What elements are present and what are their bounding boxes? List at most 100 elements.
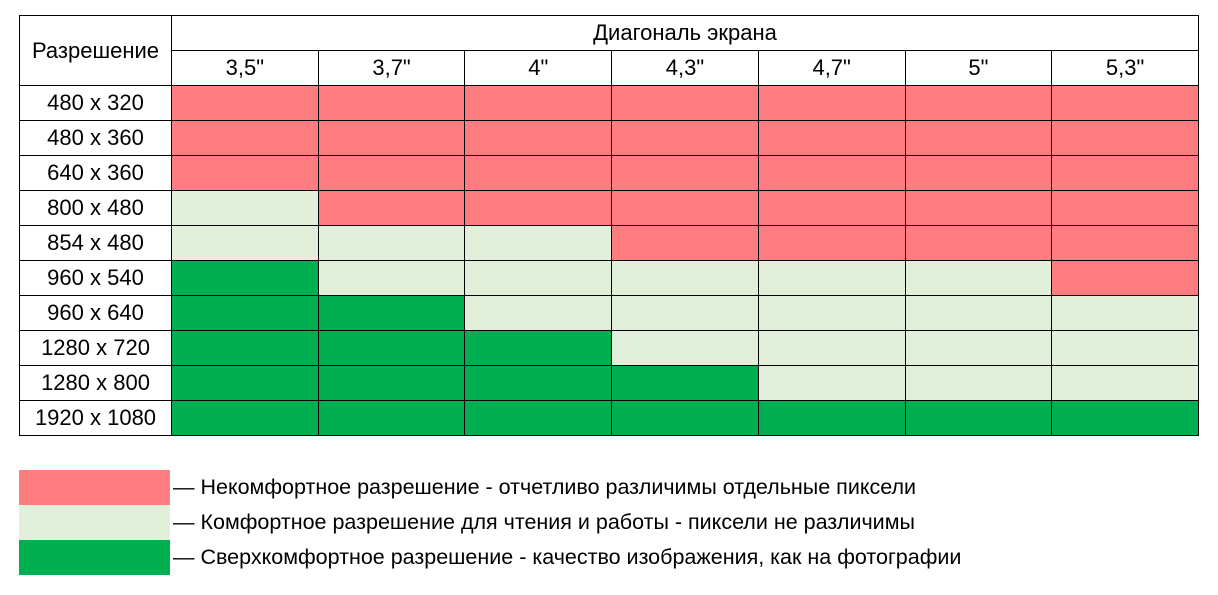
table-row: 1280 x 800 xyxy=(19,365,1199,401)
rating-cell xyxy=(611,85,759,121)
rating-cell xyxy=(317,330,466,366)
rating-cell xyxy=(317,260,466,296)
rating-cell xyxy=(611,190,759,226)
table-row: 1920 x 1080 xyxy=(19,400,1199,436)
rating-cell xyxy=(464,330,613,366)
rating-cell xyxy=(464,295,613,331)
rating-cell xyxy=(904,295,1053,331)
rating-cell xyxy=(1051,260,1199,296)
rating-cell xyxy=(904,225,1053,261)
resolution-label: 1280 x 800 xyxy=(19,365,172,401)
rating-cell xyxy=(1051,330,1199,366)
table-row: 960 x 640 xyxy=(19,295,1199,331)
resolution-diagonal-table: Разрешение Диагональ экрана 3,5" 3,7" 4" 4,… xyxy=(19,15,1199,436)
rating-cell xyxy=(171,295,319,331)
rating-cell xyxy=(171,190,319,226)
rating-cell xyxy=(464,400,613,436)
legend-swatch xyxy=(19,505,170,540)
rating-cell xyxy=(904,260,1053,296)
rating-cell xyxy=(317,120,466,156)
rating-cell xyxy=(317,295,466,331)
table-row: 1280 x 720 xyxy=(19,330,1199,366)
resolution-label: 480 x 360 xyxy=(19,120,172,156)
resolution-label: 800 x 480 xyxy=(19,190,172,226)
rating-cell xyxy=(757,120,906,156)
rating-cell xyxy=(1051,155,1199,191)
row-header-cell: Разрешение xyxy=(19,15,172,86)
rating-cell xyxy=(1051,120,1199,156)
table-row: 800 x 480 xyxy=(19,190,1199,226)
rating-cell xyxy=(317,155,466,191)
rating-cell xyxy=(757,225,906,261)
legend-item: — Комфортное разрешение для чтения и раб… xyxy=(19,505,1218,540)
rating-cell xyxy=(317,365,466,401)
rating-cell xyxy=(904,330,1053,366)
column-header: 5" xyxy=(904,50,1053,86)
rating-cell xyxy=(171,225,319,261)
table-row: 640 x 360 xyxy=(19,155,1199,191)
resolution-label: 1920 x 1080 xyxy=(19,400,172,436)
rating-cell xyxy=(171,365,319,401)
rating-cell xyxy=(611,225,759,261)
rating-cell xyxy=(171,330,319,366)
rating-cell xyxy=(1051,295,1199,331)
rating-cell xyxy=(611,330,759,366)
rating-cell xyxy=(171,400,319,436)
column-header: 4,7" xyxy=(757,50,906,86)
rating-cell xyxy=(757,85,906,121)
rating-cell xyxy=(464,260,613,296)
column-header: 4" xyxy=(464,50,613,86)
rating-cell xyxy=(1051,225,1199,261)
rating-cell xyxy=(464,155,613,191)
rating-cell xyxy=(904,190,1053,226)
rating-cell xyxy=(611,155,759,191)
resolution-label: 480 x 320 xyxy=(19,85,172,121)
resolution-label: 854 x 480 xyxy=(19,225,172,261)
table-row: 854 x 480 xyxy=(19,225,1199,261)
rating-cell xyxy=(904,400,1053,436)
resolution-label: 1280 x 720 xyxy=(19,330,172,366)
resolution-label: 640 x 360 xyxy=(19,155,172,191)
rating-cell xyxy=(464,225,613,261)
rating-cell xyxy=(317,85,466,121)
rating-cell xyxy=(757,295,906,331)
legend-label: — Некомфортное разрешение - отчетливо ра… xyxy=(173,475,917,499)
column-group-header: Диагональ экрана xyxy=(171,15,1199,51)
column-header: 3,5" xyxy=(171,50,319,86)
rating-cell xyxy=(464,120,613,156)
rating-cell xyxy=(1051,85,1199,121)
rating-cell xyxy=(904,85,1053,121)
rating-cell xyxy=(904,365,1053,401)
rating-cell xyxy=(904,120,1053,156)
column-header: 4,3" xyxy=(611,50,759,86)
rating-cell xyxy=(171,120,319,156)
rating-cell xyxy=(611,365,759,401)
rating-cell xyxy=(904,155,1053,191)
rating-cell xyxy=(757,365,906,401)
rating-cell xyxy=(757,260,906,296)
rating-cell xyxy=(171,260,319,296)
rating-cell xyxy=(464,85,613,121)
legend-item: — Сверхкомфортное разрешение - качество … xyxy=(19,540,1218,575)
legend-swatch xyxy=(19,470,170,505)
rating-cell xyxy=(464,190,613,226)
rating-cell xyxy=(611,120,759,156)
rating-cell xyxy=(317,400,466,436)
column-header-row: 3,5" 3,7" 4" 4,3" 4,7" 5" 5,3" xyxy=(20,50,1199,86)
rating-cell xyxy=(757,330,906,366)
rating-cell xyxy=(611,400,759,436)
table-body: 480 x 320 480 x 360 640 x 360 800 x 480 854 … xyxy=(19,85,1199,436)
rating-cell xyxy=(757,155,906,191)
column-header: 3,7" xyxy=(317,50,466,86)
rating-cell xyxy=(317,190,466,226)
rating-cell xyxy=(317,225,466,261)
legend-swatch xyxy=(19,540,170,575)
column-header: 5,3" xyxy=(1051,50,1199,86)
legend-label: — Сверхкомфортное разрешение - качество … xyxy=(173,545,962,569)
rating-cell xyxy=(464,365,613,401)
rating-cell xyxy=(757,190,906,226)
rating-cell xyxy=(1051,190,1199,226)
table-row: 960 x 540 xyxy=(19,260,1199,296)
legend-item: — Некомфортное разрешение - отчетливо ра… xyxy=(19,470,1218,505)
rating-cell xyxy=(757,400,906,436)
